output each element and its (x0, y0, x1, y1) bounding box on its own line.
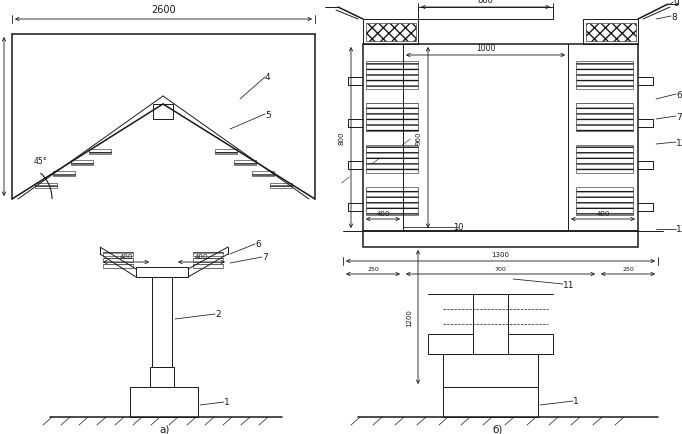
Text: 800: 800 (339, 132, 345, 145)
Text: 10: 10 (453, 223, 463, 232)
Text: 400: 400 (376, 210, 389, 217)
Bar (576, 62, 633, 90)
Text: 6: 6 (255, 240, 261, 249)
Bar (270, 183, 292, 188)
Bar (130, 387, 198, 417)
Bar (152, 277, 172, 367)
Text: 960: 960 (416, 132, 422, 145)
Bar (473, 294, 508, 354)
Bar (136, 267, 188, 277)
Text: 1000: 1000 (476, 44, 495, 53)
Bar (103, 264, 133, 268)
Bar (216, 149, 237, 154)
Text: 250: 250 (367, 266, 379, 271)
Text: 4: 4 (265, 73, 271, 82)
Text: 400: 400 (596, 210, 610, 217)
Text: a): a) (160, 424, 170, 434)
Bar (193, 253, 223, 256)
Bar (586, 24, 636, 42)
Bar (35, 183, 57, 188)
Text: 1: 1 (573, 397, 579, 405)
Bar (252, 172, 274, 177)
Bar (428, 334, 553, 354)
Text: 1300: 1300 (492, 251, 509, 257)
Bar (153, 105, 173, 120)
Bar (576, 187, 633, 216)
Text: 5: 5 (265, 110, 271, 119)
Bar (150, 367, 174, 387)
Text: 2600: 2600 (151, 5, 176, 15)
Text: 6: 6 (676, 90, 682, 99)
Bar (103, 258, 133, 263)
Bar (443, 387, 538, 417)
Text: 45°: 45° (34, 157, 48, 166)
Bar (363, 231, 638, 247)
Text: 1: 1 (224, 398, 230, 407)
Bar (418, 8, 553, 20)
Bar (366, 62, 418, 90)
Bar (576, 146, 633, 174)
Bar (366, 104, 418, 132)
Bar (366, 187, 418, 216)
Text: б): б) (493, 424, 503, 434)
Text: 7: 7 (262, 253, 268, 262)
Bar (103, 253, 133, 256)
Bar (366, 24, 416, 42)
Text: 400: 400 (195, 253, 208, 260)
Bar (193, 258, 223, 263)
Bar (89, 149, 111, 154)
Text: 12: 12 (676, 138, 682, 147)
Text: 1200: 1200 (406, 308, 412, 326)
Text: 13: 13 (676, 225, 682, 234)
Text: 7: 7 (676, 112, 682, 121)
Text: 11: 11 (563, 280, 574, 289)
Bar (576, 104, 633, 132)
Text: 700: 700 (494, 266, 506, 271)
Bar (53, 172, 75, 177)
Bar (443, 354, 538, 387)
Text: 400: 400 (119, 253, 133, 260)
Text: 8: 8 (671, 13, 677, 21)
Text: 2: 2 (215, 310, 220, 319)
Text: 800: 800 (477, 0, 494, 5)
Bar (71, 161, 93, 165)
Bar (234, 161, 256, 165)
Bar (363, 20, 418, 45)
Text: 250: 250 (622, 266, 634, 271)
Bar (193, 264, 223, 268)
Bar (366, 146, 418, 174)
Bar (583, 20, 638, 45)
Text: 9: 9 (673, 0, 679, 7)
